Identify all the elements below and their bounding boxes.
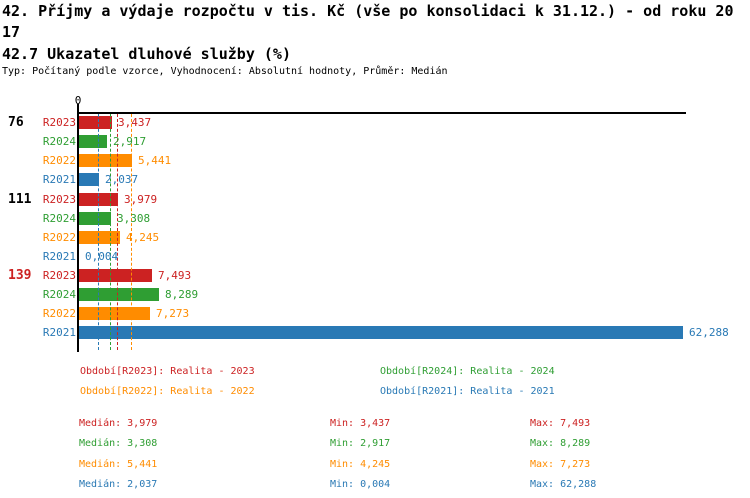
median-line-R2023: [117, 114, 118, 350]
x-axis-line: [77, 112, 686, 114]
stat-median: Medián: 3,979: [79, 418, 158, 429]
bar-R2021: [79, 326, 683, 339]
stat-min: Min: 0,004: [330, 479, 391, 490]
bar-value-label: 7,493: [158, 269, 192, 282]
median-line-R2021: [98, 114, 99, 350]
bar-value-label: 2,037: [105, 173, 139, 186]
legend-item: Období[R2021]: Realita - 2021: [380, 386, 555, 397]
stat-max: Max: 8,289: [530, 438, 591, 449]
bar-R2024: [79, 288, 159, 301]
bar-value-label: 3,308: [117, 212, 151, 225]
series-row-label: R2021: [42, 173, 76, 186]
series-row-label: R2023: [42, 116, 76, 129]
series-row-label: R2023: [42, 193, 76, 206]
series-row-label: R2024: [42, 212, 76, 225]
page-title: 42. Příjmy a výdaje rozpočtu v tis. Kč (…: [2, 2, 734, 41]
y-axis-line: [77, 104, 79, 352]
stat-min: Min: 2,917: [330, 438, 391, 449]
stat-max: Max: 62,288: [530, 479, 597, 490]
chart-subtitle: 42.7 Ukazatel dluhové služby (%): [2, 45, 291, 63]
series-row-label: R2022: [42, 307, 76, 320]
stat-max: Max: 7,273: [530, 459, 591, 470]
bar-R2022: [79, 231, 120, 244]
legend-item: Období[R2024]: Realita - 2024: [380, 366, 555, 377]
series-row-label: R2024: [42, 288, 76, 301]
bar-R2022: [79, 154, 132, 167]
median-line-R2024: [110, 114, 111, 350]
bar-value-label: 8,289: [165, 288, 199, 301]
stat-max: Max: 7,493: [530, 418, 591, 429]
group-label: 76: [8, 115, 24, 130]
bar-R2023: [79, 269, 152, 282]
median-line-R2022: [131, 114, 132, 350]
series-row-label: R2023: [42, 269, 76, 282]
bar-R2021: [79, 173, 99, 186]
stat-min: Min: 3,437: [330, 418, 391, 429]
bar-value-label: 3,437: [118, 116, 152, 129]
bar-R2024: [79, 135, 107, 148]
series-row-label: R2024: [42, 135, 76, 148]
bar-value-label: 5,441: [138, 154, 172, 167]
bar-R2024: [79, 212, 111, 225]
bar-value-label: 62,288: [689, 326, 729, 339]
bar-R2023: [79, 116, 112, 129]
stat-min: Min: 4,245: [330, 459, 391, 470]
legend-item: Období[R2022]: Realita - 2022: [80, 386, 255, 397]
stat-median: Medián: 3,308: [79, 438, 158, 449]
group-label: 139: [8, 268, 32, 283]
stat-median: Medián: 5,441: [79, 459, 158, 470]
bar-value-label: 0,004: [85, 250, 119, 263]
series-row-label: R2021: [42, 326, 76, 339]
group-label: 111: [8, 192, 32, 207]
bar-value-label: 3,979: [124, 193, 158, 206]
legend-item: Období[R2023]: Realita - 2023: [80, 366, 255, 377]
x-axis-zero-tick-label: 0: [74, 94, 82, 107]
series-row-label: R2022: [42, 154, 76, 167]
chart-meta-line: Typ: Počítaný podle vzorce, Vyhodnocení:…: [2, 66, 448, 77]
stat-median: Medián: 2,037: [79, 479, 158, 490]
series-row-label: R2022: [42, 231, 76, 244]
bar-value-label: 7,273: [156, 307, 190, 320]
series-row-label: R2021: [42, 250, 76, 263]
bar-value-label: 2,917: [113, 135, 147, 148]
bar-R2022: [79, 307, 150, 320]
bar-value-label: 4,245: [126, 231, 160, 244]
